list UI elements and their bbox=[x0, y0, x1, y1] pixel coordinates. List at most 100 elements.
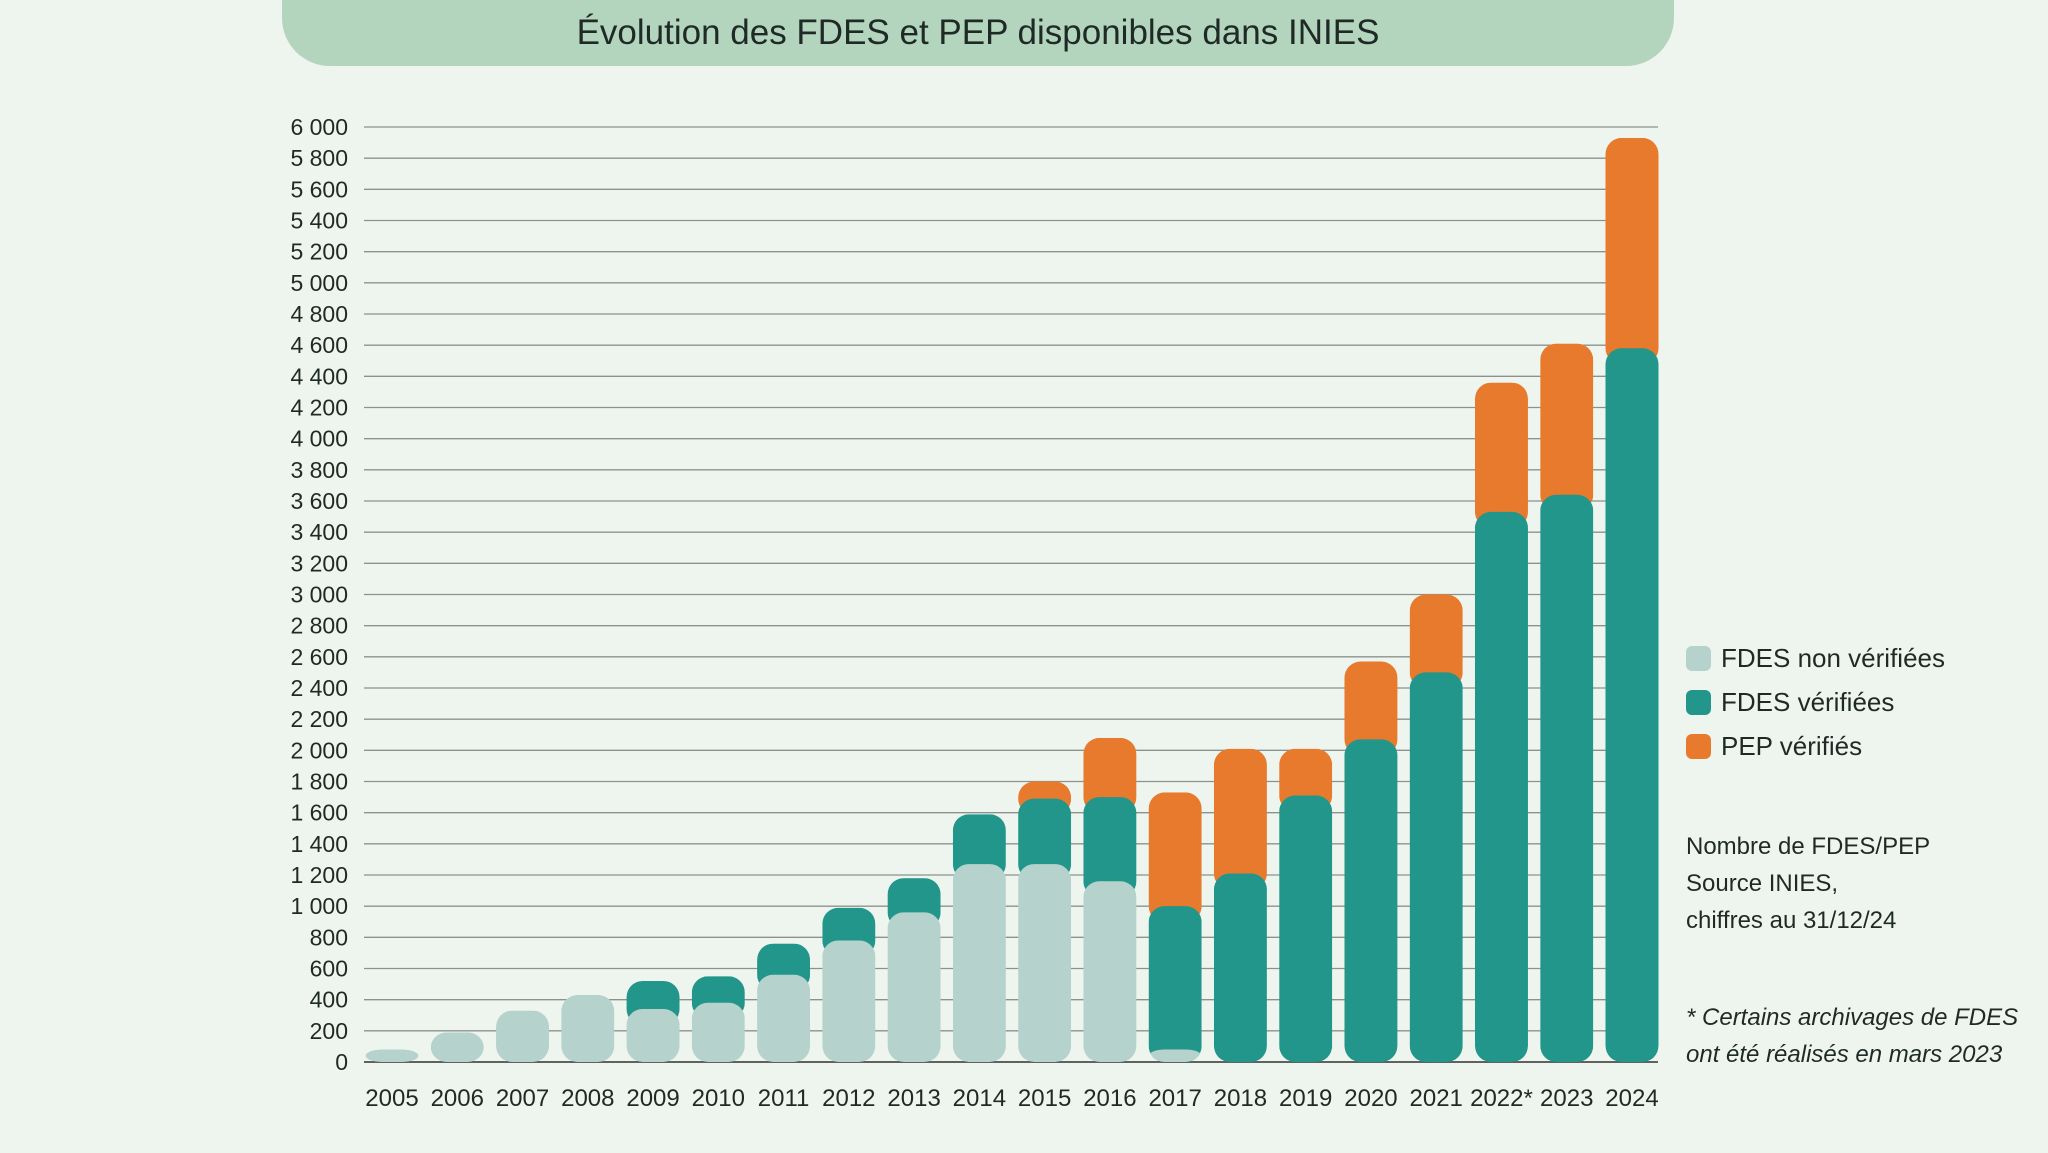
y-tick-label: 4 400 bbox=[290, 363, 348, 389]
y-tick-label: 1 400 bbox=[290, 831, 348, 857]
y-tick-label: 4 200 bbox=[290, 395, 348, 421]
y-tick-label: 0 bbox=[335, 1049, 348, 1075]
y-tick-label: 4 600 bbox=[290, 332, 348, 358]
y-tick-label: 3 000 bbox=[290, 582, 348, 608]
y-tick-label: 3 800 bbox=[290, 457, 348, 483]
bar-segment-fdes-non-v-rifi-es bbox=[887, 912, 941, 1062]
footnote-line: ont été réalisés en mars 2023 bbox=[1686, 1041, 2003, 1068]
x-tick-label: 2022* bbox=[1470, 1085, 1533, 1112]
y-tick-label: 5 200 bbox=[290, 239, 348, 265]
y-tick-label: 4 800 bbox=[290, 301, 348, 327]
y-tick-label: 1 800 bbox=[290, 769, 348, 795]
x-tick-label: 2011 bbox=[758, 1085, 810, 1112]
footnote-line: * Certains archivages de FDES bbox=[1686, 1004, 2019, 1031]
source-note-line: chiffres au 31/12/24 bbox=[1686, 907, 1897, 934]
bar-segment-fdes-non-v-rifi-es bbox=[365, 1049, 419, 1062]
bar-segment-pep-v-rifi-s bbox=[1344, 661, 1398, 756]
bar-segment-fdes-non-v-rifi-es bbox=[691, 1002, 745, 1062]
bar-segment-fdes-non-v-rifi-es bbox=[561, 994, 615, 1062]
bar-segment-fdes-v-rifi-es bbox=[1409, 672, 1463, 1062]
bar-segment-pep-v-rifi-s bbox=[1474, 382, 1528, 528]
x-tick-label: 2017 bbox=[1148, 1085, 1201, 1112]
y-tick-label: 2 000 bbox=[290, 737, 348, 763]
bar-segment-fdes-non-v-rifi-es bbox=[1083, 881, 1137, 1062]
bar-segment-fdes-v-rifi-es bbox=[1018, 798, 1072, 881]
x-tick-label: 2006 bbox=[431, 1085, 484, 1112]
x-tick-label: 2019 bbox=[1279, 1085, 1332, 1112]
x-tick-label: 2005 bbox=[365, 1085, 418, 1112]
legend-item-fdes-verifiees: FDES vérifiées bbox=[1686, 680, 1945, 724]
footnote: * Certains archivages de FDES ont été ré… bbox=[1686, 999, 2018, 1073]
bar-segment-fdes-v-rifi-es bbox=[1344, 739, 1398, 1062]
y-tick-label: 600 bbox=[310, 956, 348, 982]
bar-segment-fdes-v-rifi-es bbox=[1083, 797, 1137, 898]
x-tick-label: 2018 bbox=[1214, 1085, 1267, 1112]
x-tick-label: 2020 bbox=[1344, 1085, 1397, 1112]
y-tick-label: 2 400 bbox=[290, 675, 348, 701]
y-tick-label: 3 600 bbox=[290, 488, 348, 514]
x-tick-label: 2010 bbox=[692, 1085, 745, 1112]
y-tick-label: 4 000 bbox=[290, 426, 348, 452]
legend-label: FDES non vérifiées bbox=[1721, 642, 1945, 673]
source-note-line: Nombre de FDES/PEP bbox=[1686, 833, 1931, 860]
y-tick-label: 6 000 bbox=[290, 114, 348, 140]
legend: FDES non vérifiées FDES vérifiées PEP vé… bbox=[1686, 636, 1945, 768]
bar-segment-fdes-v-rifi-es bbox=[1279, 795, 1333, 1062]
bar-segment-pep-v-rifi-s bbox=[1540, 343, 1594, 511]
y-tick-label: 2 600 bbox=[290, 644, 348, 670]
bar-segment-pep-v-rifi-s bbox=[1605, 137, 1659, 365]
x-tick-label: 2012 bbox=[822, 1085, 875, 1112]
x-tick-label: 2013 bbox=[887, 1085, 940, 1112]
bar-segment-fdes-non-v-rifi-es bbox=[1018, 864, 1072, 1062]
y-tick-label: 5 600 bbox=[290, 176, 348, 202]
x-tick-label: 2015 bbox=[1018, 1085, 1071, 1112]
bar-segment-fdes-v-rifi-es bbox=[952, 814, 1006, 881]
y-tick-label: 200 bbox=[310, 1018, 348, 1044]
y-tick-label: 5 000 bbox=[290, 270, 348, 296]
x-tick-label: 2021 bbox=[1410, 1085, 1463, 1112]
x-tick-label: 2009 bbox=[626, 1085, 679, 1112]
bar-segment-pep-v-rifi-s bbox=[1409, 594, 1463, 689]
y-tick-label: 2 800 bbox=[290, 613, 348, 639]
legend-label: PEP vérifiés bbox=[1721, 730, 1863, 761]
bar-segment-pep-v-rifi-s bbox=[1213, 748, 1267, 890]
bar-segment-fdes-v-rifi-es bbox=[1605, 348, 1659, 1062]
bar-segment-fdes-v-rifi-es bbox=[1213, 873, 1267, 1062]
y-tick-label: 1 600 bbox=[290, 800, 348, 826]
y-tick-label: 3 400 bbox=[290, 519, 348, 545]
x-tick-label: 2023 bbox=[1540, 1085, 1593, 1112]
source-note-line: Source INIES, bbox=[1686, 870, 1839, 897]
legend-item-pep-verifies: PEP vérifiés bbox=[1686, 724, 1945, 768]
legend-swatch bbox=[1686, 733, 1711, 759]
x-tick-label: 2016 bbox=[1083, 1085, 1136, 1112]
bar-segment-fdes-non-v-rifi-es bbox=[496, 1010, 550, 1062]
bar-segment-fdes-non-v-rifi-es bbox=[757, 974, 811, 1062]
y-tick-label: 5 800 bbox=[290, 145, 348, 171]
bar-segment-fdes-non-v-rifi-es bbox=[952, 864, 1006, 1062]
legend-label: FDES vérifiées bbox=[1721, 686, 1895, 717]
y-tick-label: 400 bbox=[310, 987, 348, 1013]
y-tick-label: 2 200 bbox=[290, 706, 348, 732]
bar-segment-fdes-non-v-rifi-es bbox=[626, 1009, 680, 1062]
bar-segment-fdes-non-v-rifi-es bbox=[822, 940, 876, 1062]
y-tick-label: 5 400 bbox=[290, 208, 348, 234]
source-note: Nombre de FDES/PEP Source INIES, chiffre… bbox=[1686, 828, 1930, 939]
x-tick-label: 2024 bbox=[1605, 1085, 1658, 1112]
legend-item-fdes-non-verifiees: FDES non vérifiées bbox=[1686, 636, 1945, 680]
bar-segment-fdes-non-v-rifi-es bbox=[430, 1032, 484, 1062]
y-tick-label: 800 bbox=[310, 924, 348, 950]
x-tick-label: 2014 bbox=[953, 1085, 1006, 1112]
legend-swatch bbox=[1686, 645, 1711, 671]
bar-segment-pep-v-rifi-s bbox=[1083, 737, 1137, 814]
x-tick-label: 2008 bbox=[561, 1085, 614, 1112]
y-tick-label: 3 200 bbox=[290, 550, 348, 576]
bar-segment-fdes-v-rifi-es bbox=[1540, 494, 1594, 1062]
chart-title-banner: Évolution des FDES et PEP disponibles da… bbox=[282, 0, 1674, 66]
legend-swatch bbox=[1686, 689, 1711, 715]
bar-segment-fdes-v-rifi-es bbox=[1474, 511, 1528, 1062]
x-tick-label: 2007 bbox=[496, 1085, 549, 1112]
y-tick-label: 1 000 bbox=[290, 893, 348, 919]
bar-segment-pep-v-rifi-s bbox=[1148, 792, 1202, 923]
chart-title: Évolution des FDES et PEP disponibles da… bbox=[576, 13, 1380, 52]
